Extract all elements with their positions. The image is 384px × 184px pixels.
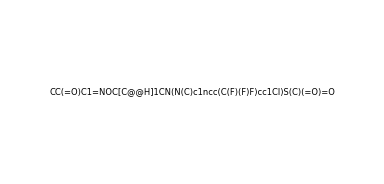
Text: CC(=O)C1=NOC[C@@H]1CN(N(C)c1ncc(C(F)(F)F)cc1Cl)S(C)(=O)=O: CC(=O)C1=NOC[C@@H]1CN(N(C)c1ncc(C(F)(F)F… — [49, 88, 335, 96]
